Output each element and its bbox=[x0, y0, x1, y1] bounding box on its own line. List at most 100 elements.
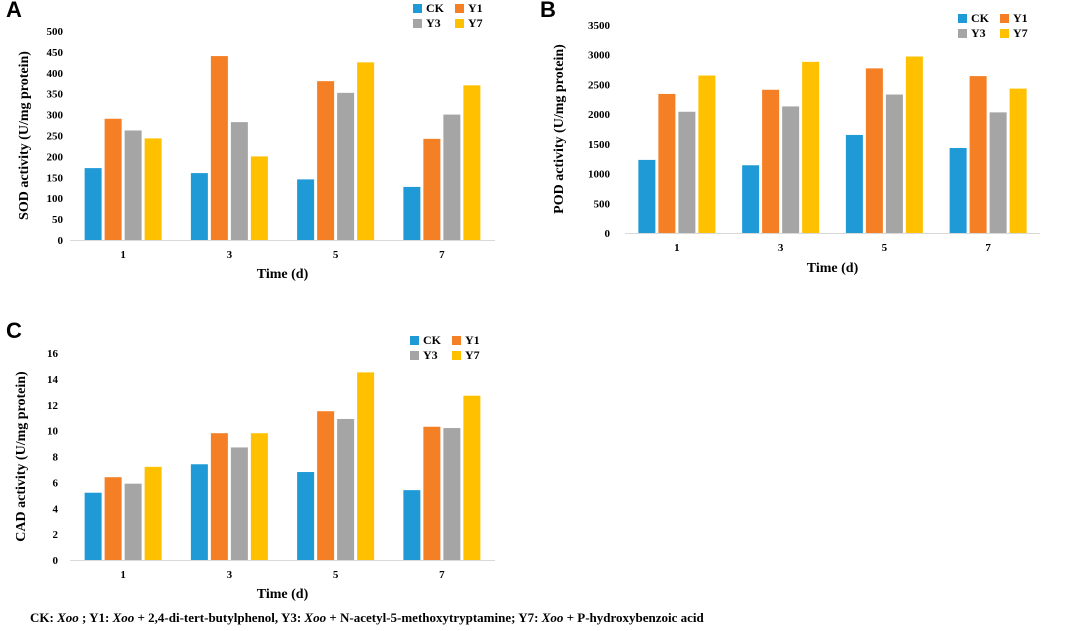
bar-y7-day-3 bbox=[802, 61, 820, 233]
bar-y1-day-3 bbox=[210, 56, 228, 240]
bar-y1-day-7 bbox=[969, 76, 987, 233]
x-tick-label: 5 bbox=[882, 242, 888, 254]
bar-y1-day-1 bbox=[104, 477, 122, 560]
y-tick-label: 500 bbox=[594, 198, 611, 210]
bar-y3-day-3 bbox=[230, 447, 248, 560]
bar-y7-day-7 bbox=[463, 85, 481, 240]
x-tick-label: 7 bbox=[439, 569, 445, 581]
bar-y1-day-3 bbox=[762, 89, 780, 233]
bar-y3-day-7 bbox=[443, 114, 461, 240]
y-tick-label: 8 bbox=[53, 452, 59, 464]
y-tick-label: 450 bbox=[47, 47, 64, 59]
y-tick-label: 350 bbox=[47, 89, 64, 101]
bar-y1-day-1 bbox=[658, 93, 676, 234]
bar-y3-day-1 bbox=[124, 483, 142, 560]
y-axis-title: POD activity (U/mg protein) bbox=[552, 44, 567, 214]
y-tick-label: 2000 bbox=[588, 109, 611, 121]
legend-swatch-y3 bbox=[410, 351, 419, 360]
y-tick-label: 1500 bbox=[588, 139, 611, 151]
chart-b: 0 500 1000 1500 2000 2500 3000 3500 1 3 5 7 Time (d)… bbox=[552, 11, 1040, 276]
caption-y7-italic: Xoo bbox=[541, 610, 564, 625]
caption-y1-label: ; Y1: bbox=[78, 610, 113, 625]
legend-swatch-y1 bbox=[1000, 14, 1009, 23]
x-tick-label: 3 bbox=[227, 249, 233, 261]
bar-y7-day-5 bbox=[905, 56, 923, 233]
x-axis-title: Time (d) bbox=[257, 587, 309, 602]
x-axis-title: Time (d) bbox=[257, 267, 309, 282]
legend-label-y1: Y1 bbox=[465, 333, 480, 347]
legend-label-y3: Y3 bbox=[423, 348, 438, 362]
caption-y7-rest: + P-hydroxybenzoic acid bbox=[563, 610, 704, 625]
bar-y7-day-5 bbox=[357, 62, 375, 240]
y-tick-label: 3000 bbox=[588, 50, 611, 62]
y-tick-label: 2500 bbox=[588, 79, 611, 91]
legend-swatch-y7 bbox=[455, 19, 464, 28]
legend-label-y7: Y7 bbox=[1013, 26, 1028, 40]
bar-ck-day-1 bbox=[84, 168, 102, 240]
x-tick-label: 3 bbox=[778, 242, 784, 254]
bar-y1-day-5 bbox=[317, 411, 335, 560]
caption-ck-label: CK: bbox=[30, 610, 58, 625]
y-tick-label: 6 bbox=[53, 477, 59, 489]
legend-label-y7: Y7 bbox=[468, 16, 483, 30]
y-tick-label: 500 bbox=[47, 26, 64, 38]
figure-caption: CK: Xoo ; Y1: Xoo + 2,4-di-tert-butylphe… bbox=[30, 610, 704, 626]
y-tick-label: 300 bbox=[47, 110, 64, 122]
bar-ck-day-3 bbox=[190, 173, 208, 240]
bar-ck-day-7 bbox=[949, 148, 967, 233]
bar-y3-day-3 bbox=[782, 106, 800, 233]
caption-y1-rest: + 2,4-di-tert-butylphenol, Y3: bbox=[134, 610, 305, 625]
y-tick-label: 400 bbox=[47, 68, 64, 80]
bar-ck-day-7 bbox=[403, 186, 421, 240]
y-tick-label: 10 bbox=[47, 426, 59, 438]
x-axis-title: Time (d) bbox=[807, 261, 859, 276]
bar-y3-day-1 bbox=[124, 130, 142, 240]
bar-y3-day-3 bbox=[230, 122, 248, 240]
x-tick-label: 1 bbox=[674, 242, 680, 254]
x-tick-label: 7 bbox=[985, 242, 991, 254]
bar-y7-day-7 bbox=[1009, 88, 1027, 234]
bar-y1-day-1 bbox=[104, 118, 122, 240]
y-tick-label: 250 bbox=[47, 131, 64, 143]
y-tick-label: 16 bbox=[47, 348, 59, 360]
bar-y3-day-5 bbox=[337, 418, 355, 560]
x-tick-label: 1 bbox=[120, 569, 126, 581]
bar-y3-day-7 bbox=[443, 428, 461, 560]
legend-label-y3: Y3 bbox=[971, 26, 986, 40]
x-tick-label: 3 bbox=[227, 569, 233, 581]
caption-y1-italic: Xoo bbox=[112, 610, 135, 625]
legend-label-ck: CK bbox=[423, 333, 442, 347]
legend-label-ck: CK bbox=[426, 1, 445, 15]
legend-label-y3: Y3 bbox=[426, 16, 441, 30]
bar-ck-day-5 bbox=[297, 472, 315, 560]
bar-y3-day-5 bbox=[337, 92, 355, 240]
chart-a: 0 50 100 150 200 250 300 350 400 450 500 1 3 5 7 Time (… bbox=[17, 1, 495, 282]
x-tick-label: 1 bbox=[120, 249, 126, 261]
x-tick-label: 7 bbox=[439, 249, 445, 261]
bar-ck-day-1 bbox=[638, 159, 656, 233]
bar-y1-day-5 bbox=[865, 68, 883, 233]
bar-y1-day-7 bbox=[423, 426, 441, 560]
x-tick-label: 5 bbox=[333, 569, 339, 581]
legend-label-y1: Y1 bbox=[1013, 11, 1028, 25]
y-tick-label: 200 bbox=[47, 151, 64, 163]
legend-swatch-ck bbox=[958, 14, 967, 23]
caption-ck-italic: Xoo bbox=[57, 610, 79, 625]
panel-letter-c: C bbox=[6, 318, 22, 343]
y-axis-title: SOD activity (U/mg protein) bbox=[17, 51, 32, 220]
y-tick-label: 0 bbox=[58, 235, 64, 247]
legend-swatch-y1 bbox=[455, 4, 464, 13]
legend-swatch-y1 bbox=[452, 336, 461, 345]
legend-label-y1: Y1 bbox=[468, 1, 483, 15]
bar-y7-day-3 bbox=[250, 156, 268, 240]
y-tick-label: 14 bbox=[47, 374, 59, 386]
y-tick-label: 0 bbox=[605, 228, 611, 240]
bar-y7-day-7 bbox=[463, 395, 481, 560]
x-tick-label: 5 bbox=[333, 249, 339, 261]
panel-letter-a: A bbox=[6, 0, 22, 22]
y-tick-label: 3500 bbox=[588, 20, 611, 32]
y-tick-label: 12 bbox=[47, 400, 59, 412]
bar-ck-day-5 bbox=[297, 179, 315, 240]
y-axis-title: CAD activity (U/mg protein) bbox=[14, 371, 29, 542]
